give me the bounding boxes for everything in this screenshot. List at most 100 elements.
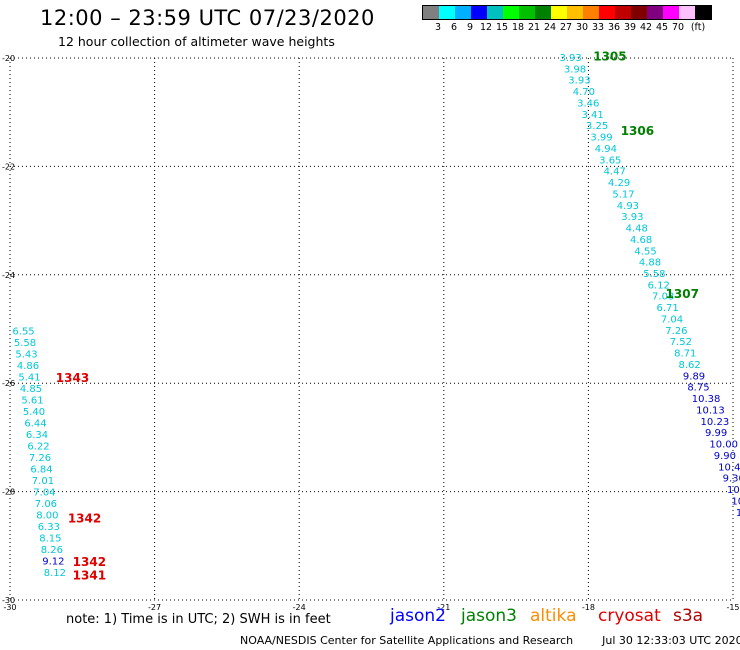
swh-value-label: 4.29: [608, 178, 630, 189]
swh-value-label: 7.52: [670, 337, 692, 348]
color-scale-label: 27: [559, 22, 573, 33]
orbit-track-label: 1305: [593, 49, 626, 63]
orbit-track-label: 1306: [621, 124, 654, 138]
color-scale-label: 39: [623, 22, 637, 33]
color-swatch: [455, 6, 471, 19]
color-swatch: [599, 6, 615, 19]
color-scale-label: 3: [434, 22, 442, 33]
satellite-legend-altika: altika: [530, 606, 577, 626]
swh-value-label: 4.47: [604, 167, 626, 178]
swh-value-label: 9.90: [714, 451, 736, 462]
swh-value-label: 9.99: [705, 428, 727, 439]
color-scale-labels: 3 6 9 12 15 18 21 24 27 30 33 36 39 42 45 70 (ft): [422, 20, 712, 34]
swh-value-label: 4.88: [639, 258, 661, 269]
footer-credit: NOAA/NESDIS Center for Satellite Applica…: [240, 634, 740, 647]
color-swatch: [519, 6, 535, 19]
swh-value-label: 4.94: [595, 144, 617, 155]
swh-value-label: 3.65: [599, 155, 621, 166]
satellite-legend-s3a: s3a: [673, 606, 704, 626]
swh-value-label: 5.61: [21, 396, 43, 407]
color-swatch: [487, 6, 503, 19]
swh-value-label: 8.12: [44, 568, 66, 579]
swh-value-label: 3.46: [577, 98, 599, 109]
swh-value-label: 5.43: [15, 350, 37, 361]
lat-tick-label: -24: [2, 271, 15, 280]
lat-tick-label: -26: [2, 379, 15, 388]
credit-organization: NOAA/NESDIS Center for Satellite Applica…: [240, 634, 574, 647]
swh-value-label: 5.40: [23, 407, 45, 418]
color-swatch: [439, 6, 455, 19]
swh-value-label: 10.0: [727, 485, 740, 496]
swh-value-label: 8.00: [36, 510, 58, 521]
swh-value-label: 5.17: [612, 189, 634, 200]
swh-value-label: 5.41: [18, 373, 40, 384]
swh-value-label: 10.: [731, 496, 740, 507]
orbit-track-label: 1307: [666, 287, 699, 301]
lon-tick-label: -18: [582, 603, 595, 612]
color-scale-label: (ft): [690, 22, 706, 33]
color-swatch: [615, 6, 631, 19]
swh-value-label: 6.71: [656, 303, 678, 314]
color-swatch: [423, 6, 439, 19]
color-swatch: [663, 6, 679, 19]
wave-height-color-scale: 3 6 9 12 15 18 21 24 27 30 33 36 39 42 45 70 (ft): [422, 5, 712, 34]
swh-value-label: 7.03: [652, 292, 674, 303]
swh-value-label: 7.04: [661, 314, 683, 325]
swh-value-label: 3.93: [559, 53, 581, 64]
swh-value-label: 10.47: [718, 462, 740, 473]
color-swatch: [679, 6, 695, 19]
swh-value-label: 3.98: [564, 64, 586, 75]
color-scale-label: 6: [450, 22, 458, 33]
swh-value-label: 3.41: [582, 110, 604, 121]
lat-tick-label: -22: [2, 162, 15, 171]
swh-value-label: 9.30: [723, 474, 740, 485]
swh-value-label: 6.22: [27, 442, 49, 453]
color-swatch: [503, 6, 519, 19]
satellite-legend-jason2: jason2: [390, 606, 446, 626]
swh-value-label: 3.25: [586, 121, 608, 132]
color-scale-label: 42: [639, 22, 653, 33]
satellite-legend-jason3: jason3: [461, 606, 517, 626]
swh-value-label: 9.12: [42, 556, 64, 567]
color-scale-label: 9: [466, 22, 474, 33]
swh-value-label: 4.93: [617, 201, 639, 212]
lat-tick-label: -30: [2, 596, 15, 605]
color-scale-label: 33: [591, 22, 605, 33]
lat-tick-label: -20: [2, 54, 15, 63]
swh-value-label: 7.06: [35, 499, 57, 510]
lon-tick-label: -30: [3, 603, 16, 612]
color-scale-label: 24: [543, 22, 557, 33]
lat-tick-label: -28: [2, 488, 15, 497]
color-scale-label: 15: [495, 22, 509, 33]
color-scale-label: 30: [575, 22, 589, 33]
swh-value-label: 10.38: [692, 394, 721, 405]
color-scale-label: 45: [655, 22, 669, 33]
swh-value-label: 10.23: [701, 417, 730, 428]
color-scale-label: 21: [527, 22, 541, 33]
color-swatch: [471, 6, 487, 19]
color-swatch: [647, 6, 663, 19]
swh-value-label: 6.55: [12, 327, 34, 338]
color-scale-label: 70: [671, 22, 685, 33]
color-swatch: [567, 6, 583, 19]
swh-value-label: 6.12: [648, 280, 670, 291]
map-title: 12:00 – 23:59 UTC 07/23/2020: [40, 6, 375, 30]
swh-value-label: 8.71: [674, 349, 696, 360]
swh-value-label: 10.00: [709, 440, 738, 451]
swh-value-label: 9.89: [683, 371, 705, 382]
color-swatch: [631, 6, 647, 19]
swh-value-label: 4.70: [573, 87, 595, 98]
footer-note: note: 1) Time is in UTC; 2) SWH is in fe…: [66, 612, 331, 627]
orbit-track-label: 1342: [73, 555, 106, 569]
map-subtitle: 12 hour collection of altimeter wave hei…: [58, 34, 335, 49]
color-swatch: [551, 6, 567, 19]
swh-value-label: 10: [736, 508, 740, 519]
color-swatch: [695, 6, 711, 19]
swh-value-label: 4.68: [630, 235, 652, 246]
swh-value-label: 5.58: [643, 269, 665, 280]
swh-value-label: 4.85: [20, 384, 42, 395]
swh-value-label: 6.44: [24, 419, 46, 430]
orbit-track-label: 1341: [73, 569, 106, 583]
swh-value-label: 8.75: [687, 383, 709, 394]
